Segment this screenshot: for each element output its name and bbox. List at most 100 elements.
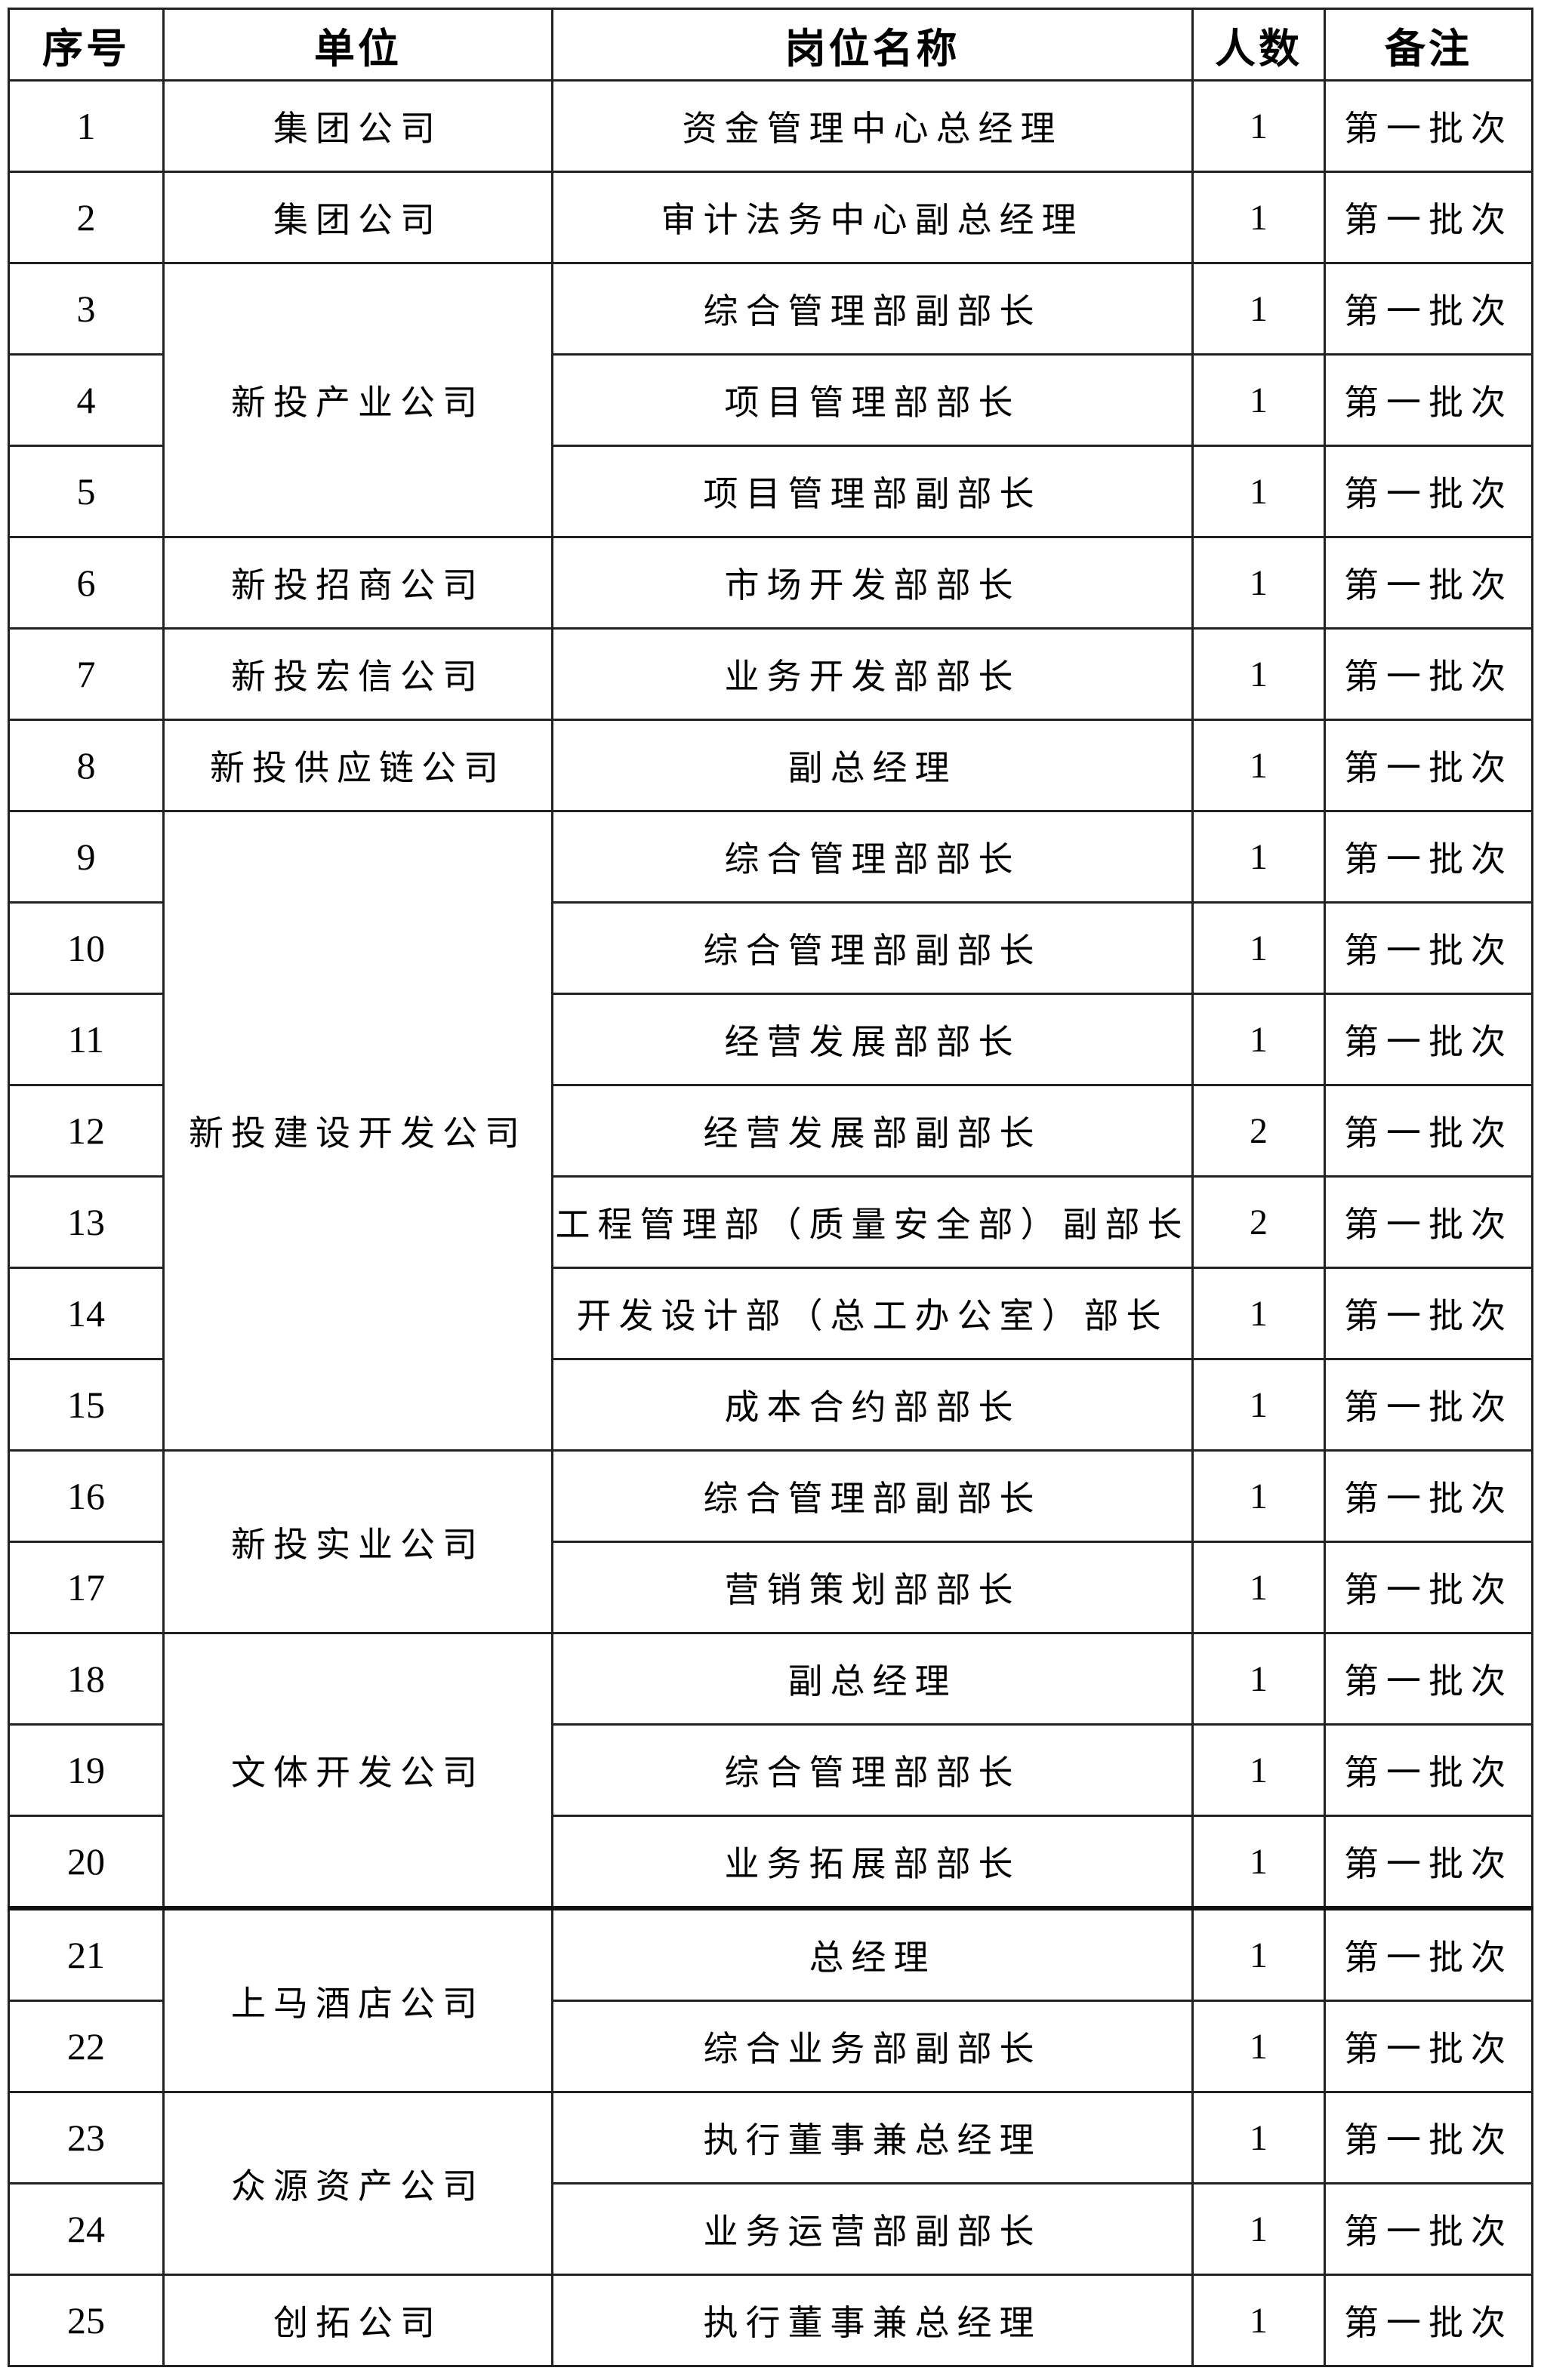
cell-count: 1: [1191, 262, 1326, 356]
table-row: 21 上马酒店公司 总经理 1 第一批次: [8, 1906, 1533, 2093]
cell-seq: 25: [8, 2274, 165, 2367]
cell-seq: 5: [8, 445, 165, 538]
cell-position: 总经理: [551, 1906, 1194, 2002]
table-row: 25 创拓公司 执行董事兼总经理 1 第一批次: [8, 2274, 1533, 2367]
cell-seq: 19: [8, 1723, 165, 1817]
cell-note: 第一批次: [1324, 1723, 1533, 1817]
cell-position: 营销策划部部长: [551, 1541, 1194, 1634]
table-row: 24 业务运营部副部长 1 第一批次: [8, 2182, 1533, 2276]
cell-unit: 新投产业公司: [162, 262, 553, 538]
cell-note: 第一批次: [1324, 1267, 1533, 1360]
positions-table: 序号 单位 岗位名称 人数 备注 1 集团公司 资金管理中心总经理 1 第一批次 2 集团公…: [8, 8, 1533, 2367]
cell-seq: 4: [8, 353, 165, 447]
cell-count: 2: [1191, 1084, 1326, 1178]
cell-count: 1: [1191, 719, 1326, 812]
cell-seq: 7: [8, 627, 165, 721]
cell-note: 第一批次: [1324, 719, 1533, 812]
cell-note: 第一批次: [1324, 2000, 1533, 2093]
cell-count: 1: [1191, 353, 1326, 447]
cell-seq: 6: [8, 536, 165, 630]
cell-count: 1: [1191, 1449, 1326, 1543]
cell-note: 第一批次: [1324, 1175, 1533, 1269]
cell-position: 审计法务中心副总经理: [551, 171, 1194, 264]
cell-position: 业务开发部部长: [551, 627, 1194, 721]
cell-unit: 众源资产公司: [162, 2091, 553, 2276]
cell-count: 1: [1191, 536, 1326, 630]
cell-note: 第一批次: [1324, 1358, 1533, 1452]
cell-seq: 11: [8, 993, 165, 1086]
cell-seq: 21: [8, 1906, 165, 2002]
cell-seq: 23: [8, 2091, 165, 2184]
cell-position: 综合管理部副部长: [551, 1449, 1194, 1543]
cell-unit: 新投建设开发公司: [162, 810, 553, 1452]
cell-seq: 22: [8, 2000, 165, 2093]
cell-count: 1: [1191, 627, 1326, 721]
table-row: 4 项目管理部部长 1 第一批次: [8, 353, 1533, 447]
cell-count: 1: [1191, 1358, 1326, 1452]
header-count: 人数: [1191, 8, 1326, 82]
cell-seq: 1: [8, 79, 165, 173]
cell-note: 第一批次: [1324, 1541, 1533, 1634]
cell-unit: 上马酒店公司: [162, 1906, 553, 2093]
cell-position: 业务运营部副部长: [551, 2182, 1194, 2276]
header-seq: 序号: [8, 8, 165, 82]
cell-position: 经营发展部副部长: [551, 1084, 1194, 1178]
cell-seq: 20: [8, 1815, 165, 1910]
cell-count: 1: [1191, 993, 1326, 1086]
cell-unit: 新投宏信公司: [162, 627, 553, 721]
cell-note: 第一批次: [1324, 627, 1533, 721]
cell-seq: 9: [8, 810, 165, 904]
cell-count: 1: [1191, 2182, 1326, 2276]
cell-position: 执行董事兼总经理: [551, 2091, 1194, 2184]
cell-position: 成本合约部部长: [551, 1358, 1194, 1452]
cell-note: 第一批次: [1324, 2091, 1533, 2184]
cell-position: 资金管理中心总经理: [551, 79, 1194, 173]
cell-position: 综合管理部副部长: [551, 901, 1194, 995]
cell-count: 1: [1191, 1541, 1326, 1634]
cell-note: 第一批次: [1324, 810, 1533, 904]
cell-position: 综合管理部部长: [551, 810, 1194, 904]
table-row: 10 综合管理部副部长 1 第一批次: [8, 901, 1533, 995]
table-row: 22 综合业务部副部长 1 第一批次: [8, 2000, 1533, 2093]
cell-count: 1: [1191, 1632, 1326, 1726]
cell-count: 1: [1191, 1815, 1326, 1910]
cell-unit: 集团公司: [162, 79, 553, 173]
table-row: 23 众源资产公司 执行董事兼总经理 1 第一批次: [8, 2091, 1533, 2276]
cell-note: 第一批次: [1324, 262, 1533, 356]
cell-position: 副总经理: [551, 1632, 1194, 1726]
table-row: 6 新投招商公司 市场开发部部长 1 第一批次: [8, 536, 1533, 630]
cell-count: 1: [1191, 2000, 1326, 2093]
cell-note: 第一批次: [1324, 79, 1533, 173]
cell-note: 第一批次: [1324, 536, 1533, 630]
cell-position: 综合管理部副部长: [551, 262, 1194, 356]
cell-note: 第一批次: [1324, 1084, 1533, 1178]
table-row: 12 经营发展部副部长 2 第一批次: [8, 1084, 1533, 1178]
cell-count: 2: [1191, 1175, 1326, 1269]
cell-seq: 8: [8, 719, 165, 812]
table-row: 5 项目管理部副部长 1 第一批次: [8, 445, 1533, 538]
cell-unit: 集团公司: [162, 171, 553, 264]
table-row: 11 经营发展部部长 1 第一批次: [8, 993, 1533, 1086]
table-row: 2 集团公司 审计法务中心副总经理 1 第一批次: [8, 171, 1533, 264]
cell-position: 经营发展部部长: [551, 993, 1194, 1086]
cell-count: 1: [1191, 445, 1326, 538]
cell-unit: 新投供应链公司: [162, 719, 553, 812]
table-row: 7 新投宏信公司 业务开发部部长 1 第一批次: [8, 627, 1533, 721]
cell-note: 第一批次: [1324, 2274, 1533, 2367]
cell-unit: 新投实业公司: [162, 1449, 553, 1634]
cell-seq: 2: [8, 171, 165, 264]
table-row: 20 业务拓展部部长 1 第一批次: [8, 1815, 1533, 1910]
cell-position: 市场开发部部长: [551, 536, 1194, 630]
table-row: 19 综合管理部部长 1 第一批次: [8, 1723, 1533, 1817]
table-body: 1 集团公司 资金管理中心总经理 1 第一批次 2 集团公司 审计法务中心副总经理 1 第一批次 3…: [8, 79, 1533, 2367]
cell-count: 1: [1191, 2091, 1326, 2184]
cell-note: 第一批次: [1324, 1906, 1533, 2002]
table-row: 9 新投建设开发公司 综合管理部部长 1 第一批次: [8, 810, 1533, 1452]
cell-count: 1: [1191, 2274, 1326, 2367]
cell-seq: 15: [8, 1358, 165, 1452]
table-row: 13 工程管理部（质量安全部）副部长 2 第一批次: [8, 1175, 1533, 1269]
cell-note: 第一批次: [1324, 2182, 1533, 2276]
cell-position: 副总经理: [551, 719, 1194, 812]
cell-seq: 13: [8, 1175, 165, 1269]
cell-position: 执行董事兼总经理: [551, 2274, 1194, 2367]
